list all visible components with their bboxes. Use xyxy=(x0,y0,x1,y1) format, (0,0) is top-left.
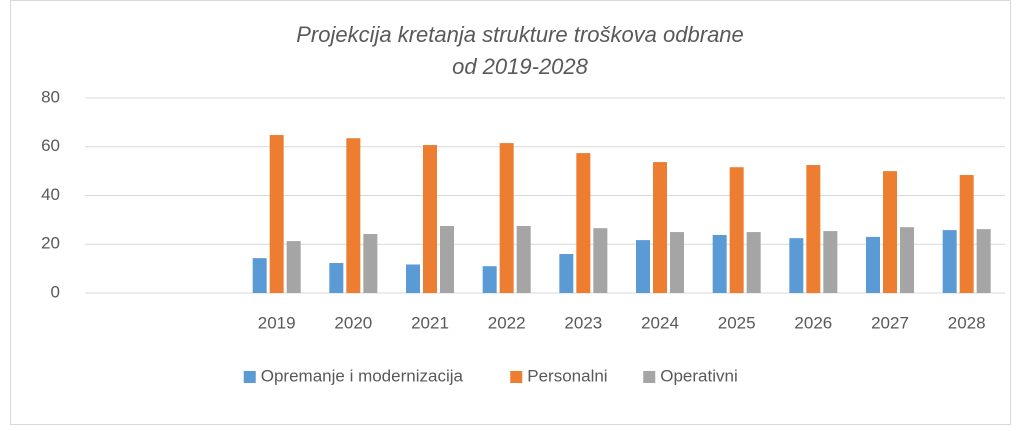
bar xyxy=(576,153,591,293)
chart-title: od 2019-2028 xyxy=(452,54,589,79)
chart-title: Projekcija kretanja strukture troškova o… xyxy=(296,22,744,47)
bar xyxy=(789,238,804,293)
bar xyxy=(269,135,284,293)
bar xyxy=(329,263,344,293)
bar xyxy=(346,138,361,293)
x-tick-label: 2027 xyxy=(871,313,909,332)
bar xyxy=(866,236,880,293)
bar xyxy=(252,258,267,293)
x-tick-label: 2026 xyxy=(794,313,832,332)
bar xyxy=(806,165,821,293)
x-tick-label: 2019 xyxy=(258,313,296,332)
bar xyxy=(636,240,650,293)
bar xyxy=(286,241,301,293)
x-tick-label: 2023 xyxy=(564,313,602,332)
legend-swatch xyxy=(243,371,256,383)
legend-label: Opremanje i modernizacija xyxy=(261,366,464,385)
legend-swatch xyxy=(643,371,656,383)
legend-label: Personalni xyxy=(527,366,607,385)
bar xyxy=(440,225,454,293)
bar xyxy=(712,234,727,293)
bar xyxy=(653,162,667,293)
bar xyxy=(900,227,914,293)
bar xyxy=(499,143,514,293)
bar xyxy=(482,266,497,293)
x-tick-label: 2028 xyxy=(948,313,986,332)
bar xyxy=(746,232,761,293)
bar xyxy=(823,231,838,293)
legend-swatch xyxy=(510,371,523,383)
y-tick-label: 60 xyxy=(41,136,60,155)
bar xyxy=(942,230,957,293)
bar xyxy=(363,234,378,293)
bar xyxy=(516,225,531,293)
x-tick-label: 2020 xyxy=(334,313,372,332)
x-tick-label: 2024 xyxy=(641,313,679,332)
y-tick-label: 40 xyxy=(41,185,60,204)
bar xyxy=(976,229,991,293)
y-tick-label: 20 xyxy=(41,234,60,253)
y-tick-label: 80 xyxy=(41,87,60,106)
bar xyxy=(559,254,574,293)
x-tick-label: 2022 xyxy=(488,313,526,332)
bar xyxy=(959,175,974,293)
y-tick-label: 0 xyxy=(51,282,60,301)
bar xyxy=(423,145,437,293)
legend-label: Operativni xyxy=(660,366,737,385)
x-tick-label: 2021 xyxy=(411,313,449,332)
bar xyxy=(406,264,420,293)
x-tick-label: 2025 xyxy=(718,313,756,332)
bar xyxy=(883,171,897,293)
bar xyxy=(593,228,608,293)
bar xyxy=(729,167,744,293)
bar xyxy=(670,232,684,293)
